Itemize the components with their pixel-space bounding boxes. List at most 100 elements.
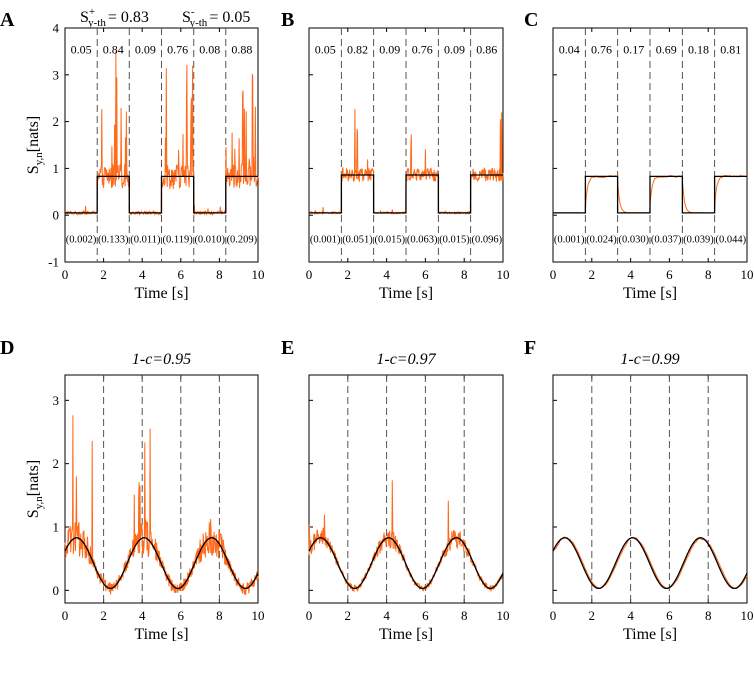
x-tick-label: 10 (252, 267, 265, 282)
segment-mean-label: 0.84 (103, 43, 124, 57)
x-tick-label: 2 (100, 608, 107, 623)
segment-mean-label: 0.76 (412, 43, 433, 57)
panel-title-f: 1-c=0.99 (620, 351, 679, 368)
x-tick-label: 10 (741, 267, 754, 282)
y-tick-label: 0 (53, 583, 60, 598)
y-tick-label: 1 (53, 161, 60, 176)
panel-label-b: B (281, 9, 294, 31)
x-tick-label: 4 (627, 608, 634, 623)
panel-title-d: 1-c=0.95 (132, 351, 191, 368)
segment-sd-label: (0.011) (130, 235, 161, 246)
x-tick-label: 8 (461, 267, 468, 282)
segment-mean-label: 0.69 (656, 43, 677, 57)
reference-line-f (552, 537, 748, 590)
segment-sd-label: (0.044) (715, 235, 746, 246)
segment-sd-label: (0.024) (586, 235, 617, 246)
x-tick-label: 2 (100, 267, 107, 282)
x-tick-label: 4 (383, 267, 390, 282)
reference-line-c (553, 175, 747, 214)
y-axis-label-d: Sy,n[nats] (25, 460, 45, 518)
x-tick-label: 2 (345, 608, 352, 623)
x-axis-label-e: Time [s] (379, 626, 433, 643)
segment-mean-label: 0.08 (199, 43, 220, 57)
panel-label-f: F (524, 337, 536, 359)
segment-sd-label: (0.039) (683, 235, 714, 246)
estimate-line-f (552, 536, 748, 589)
segment-sd-label: (0.037) (651, 235, 682, 246)
x-tick-label: 6 (178, 608, 185, 623)
x-tick-label: 0 (306, 608, 313, 623)
y-tick-label: 3 (53, 393, 60, 408)
axes-box-e (308, 374, 504, 604)
panel-title-e: 1-c=0.97 (376, 351, 436, 368)
segment-mean-label: 0.09 (135, 43, 156, 57)
x-tick-label: 0 (62, 267, 69, 282)
segment-mean-label: 0.04 (559, 43, 580, 57)
x-tick-label: 0 (550, 608, 557, 623)
axes-box-d (64, 374, 259, 604)
segment-sd-label: (0.063) (407, 235, 438, 246)
segment-mean-label: 0.18 (688, 43, 709, 57)
x-axis-label-d: Time [s] (134, 626, 188, 643)
x-tick-label: 10 (497, 267, 510, 282)
x-tick-label: 0 (550, 267, 557, 282)
x-tick-label: 6 (422, 608, 429, 623)
x-tick-label: 10 (741, 608, 754, 623)
reference-line-b (309, 174, 503, 214)
x-axis-label-a: Time [s] (134, 285, 188, 302)
x-tick-label: 6 (666, 608, 673, 623)
y-tick-label: 2 (53, 114, 60, 129)
threshold-plus-label: S+ y-th = 0.83 (80, 6, 149, 29)
x-tick-label: 4 (627, 267, 634, 282)
segment-mean-label: 0.05 (71, 43, 92, 57)
panel-label-d: D (0, 337, 14, 359)
reference-line-d (64, 537, 259, 590)
axes-box-f (552, 374, 748, 604)
y-tick-label: 2 (53, 456, 60, 471)
y-tick-label: 4 (53, 21, 60, 36)
segment-mean-label: 0.86 (476, 43, 497, 57)
x-tick-label: 2 (589, 267, 596, 282)
segment-sd-label: (0.119) (162, 235, 193, 246)
segment-mean-label: 0.09 (444, 43, 465, 57)
segment-sd-label: (0.133) (98, 235, 129, 246)
segment-sd-label: (0.001) (310, 235, 341, 246)
panel-label-a: A (0, 9, 15, 31)
x-tick-label: 2 (589, 608, 596, 623)
x-tick-label: 8 (216, 267, 223, 282)
reference-line-e (308, 537, 504, 590)
x-tick-label: 6 (422, 267, 429, 282)
x-axis-label-b: Time [s] (379, 285, 433, 302)
x-tick-label: 0 (62, 608, 69, 623)
segment-sd-label: (0.010) (194, 235, 225, 246)
x-tick-label: 4 (139, 608, 146, 623)
segment-mean-label: 0.76 (591, 43, 612, 57)
threshold-minus-label: S-y-th = 0.05 (182, 6, 250, 29)
segment-mean-label: 0.09 (379, 43, 400, 57)
x-tick-label: 8 (705, 608, 712, 623)
segment-sd-label: (0.096) (471, 235, 502, 246)
x-tick-label: 4 (383, 608, 390, 623)
y-axis-label-a: Sy,n[nats] (25, 116, 45, 174)
x-axis-label-c: Time [s] (623, 285, 677, 302)
x-tick-label: 10 (497, 608, 510, 623)
panel-label-c: C (524, 9, 538, 31)
segment-sd-label: (0.209) (227, 235, 258, 246)
x-tick-label: 8 (705, 267, 712, 282)
x-tick-label: 2 (345, 267, 352, 282)
x-tick-label: 6 (178, 267, 185, 282)
segment-mean-label: 0.05 (315, 43, 336, 57)
estimate-line-d (64, 415, 259, 596)
x-axis-label-f: Time [s] (623, 626, 677, 643)
y-tick-label: 3 (53, 67, 60, 82)
segment-sd-label: (0.030) (618, 235, 649, 246)
y-tick-label: 0 (53, 208, 60, 223)
estimate-line-e (308, 480, 504, 593)
segment-sd-label: (0.001) (554, 235, 585, 246)
x-tick-label: 0 (306, 267, 313, 282)
segment-mean-label: 0.82 (347, 43, 368, 57)
segment-mean-label: 0.88 (231, 43, 252, 57)
y-tick-label: -1 (48, 255, 59, 270)
x-tick-label: 8 (216, 608, 223, 623)
